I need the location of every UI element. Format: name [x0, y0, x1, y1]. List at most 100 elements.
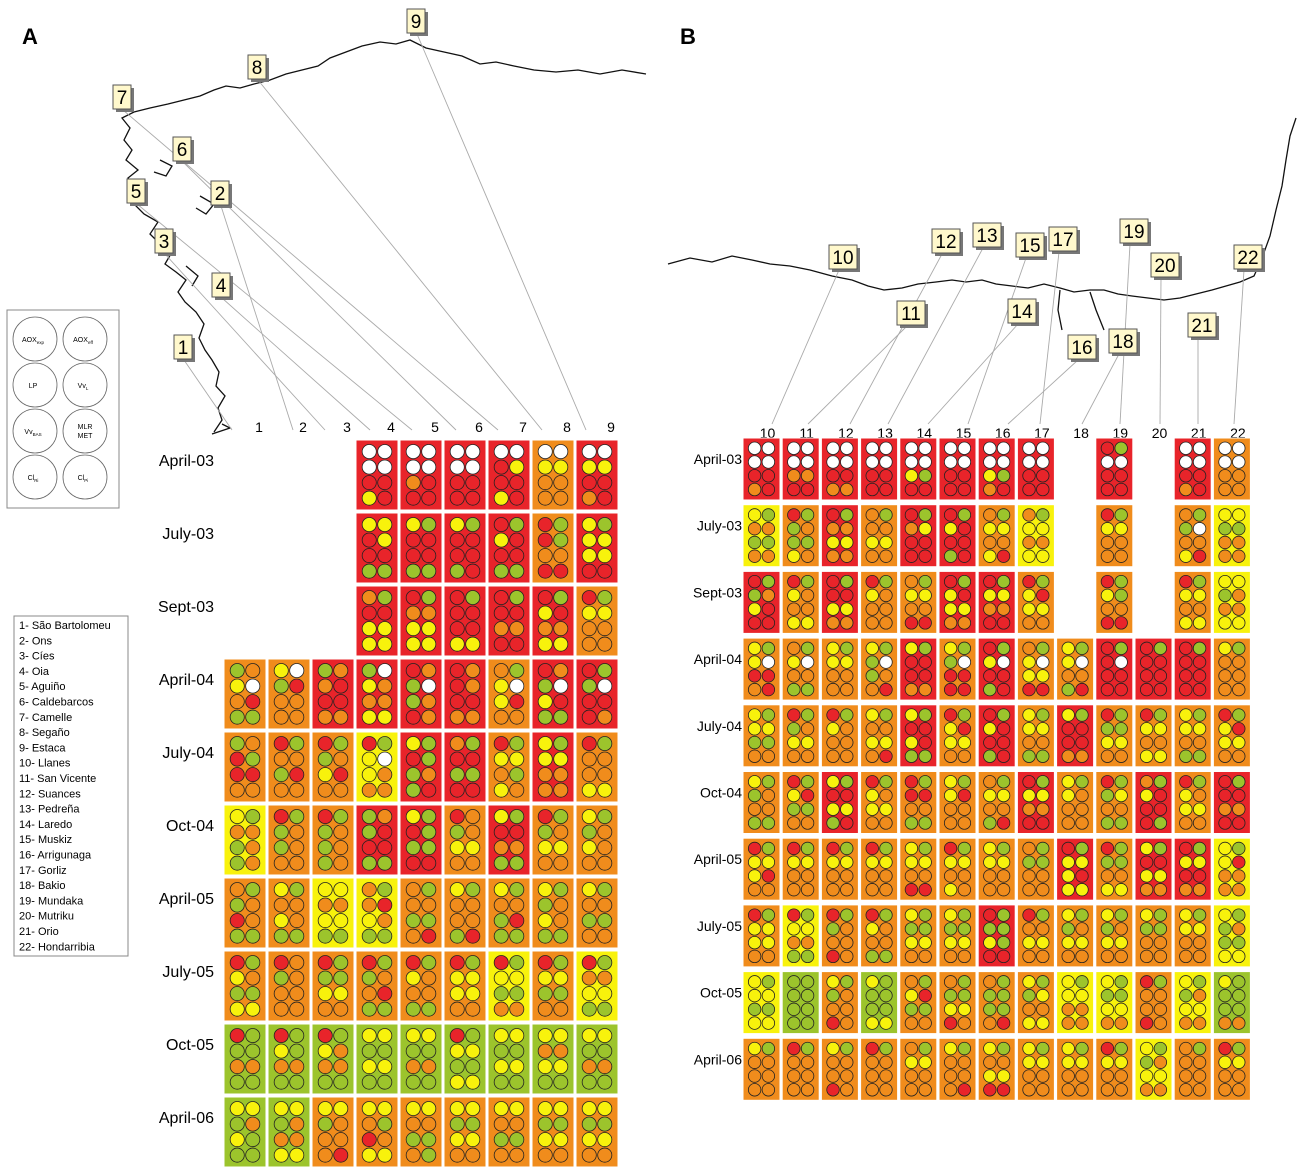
biomarker-dot — [957, 1069, 972, 1083]
cell-8-Oct-05 — [531, 1023, 575, 1095]
biomarker-dot — [1153, 788, 1168, 803]
cell-16-April-03 — [977, 437, 1016, 501]
biomarker-dot — [377, 1132, 393, 1148]
biomarker-dot — [761, 1069, 776, 1083]
biomarker-dot — [943, 749, 958, 763]
biomarker-dot — [865, 788, 879, 803]
biomarker-dot — [1036, 869, 1050, 883]
biomarker-dot — [1179, 441, 1193, 455]
biomarker-dot — [1218, 508, 1232, 522]
biomarker-dot — [840, 655, 854, 669]
biomarker-dot — [865, 616, 879, 630]
biomarker-dot — [317, 824, 333, 840]
biomarker-dot — [1192, 682, 1207, 697]
biomarker-dot — [1022, 616, 1036, 630]
biomarker-dot — [865, 441, 879, 455]
biomarker-dot — [1100, 841, 1115, 856]
biomarker-dot — [465, 605, 481, 621]
biomarker-dot — [509, 897, 525, 913]
biomarker-dot — [421, 590, 437, 606]
biomarker-dot — [493, 928, 509, 944]
biomarker-dot — [229, 1101, 245, 1117]
biomarker-dot — [1075, 935, 1089, 950]
cell-16-April-05 — [977, 837, 1016, 901]
biomarker-dot — [1100, 682, 1115, 697]
cell-5-Oct-04 — [399, 804, 443, 876]
biomarker-dot — [918, 641, 932, 656]
biomarker-dot — [509, 1043, 525, 1059]
biomarker-dot — [421, 1116, 437, 1132]
biomarker-dot — [826, 816, 840, 830]
biomarker-dot — [1114, 616, 1128, 630]
biomarker-dot — [1153, 749, 1168, 763]
biomarker-dot — [1218, 1083, 1232, 1097]
biomarker-dot — [918, 655, 932, 669]
cell-19-Oct-04 — [1095, 771, 1134, 834]
biomarker-dot — [333, 1132, 349, 1148]
biomarker-dot — [1153, 883, 1168, 897]
biomarker-dot — [449, 475, 465, 491]
biomarker-dot — [1232, 869, 1246, 883]
biomarker-dot — [1100, 788, 1115, 803]
biomarker-dot — [581, 605, 597, 621]
biomarker-dot — [361, 767, 377, 783]
cell-22-Oct-04 — [1212, 771, 1251, 834]
cell-10-April-05 — [742, 837, 781, 901]
biomarker-dot — [245, 663, 261, 679]
biomarker-dot — [1153, 935, 1168, 950]
site-list-item: 4- Oia — [19, 666, 50, 678]
biomarker-dot — [1100, 708, 1115, 722]
cell-9-July-03 — [575, 512, 619, 584]
biomarker-dot — [361, 621, 377, 637]
biomarker-dot — [918, 908, 932, 922]
biomarker-dot — [918, 802, 932, 816]
biomarker-dot — [361, 897, 377, 913]
biomarker-dot — [800, 775, 815, 789]
biomarker-dot — [1061, 841, 1075, 856]
biomarker-dot — [800, 1069, 815, 1083]
biomarker-dot — [449, 809, 465, 825]
biomarker-dot — [537, 621, 553, 637]
biomarker-dot — [465, 1001, 481, 1017]
biomarker-dot — [537, 459, 553, 475]
biomarker-dot — [377, 1043, 393, 1059]
biomarker-dot — [865, 816, 879, 830]
biomarker-dot — [449, 955, 465, 971]
biomarker-dot — [581, 809, 597, 825]
biomarker-dot — [449, 459, 465, 475]
biomarker-dot — [421, 809, 437, 825]
biomarker-dot — [761, 1002, 776, 1017]
biomarker-dot — [840, 922, 854, 936]
biomarker-dot — [597, 897, 613, 913]
row-label: Oct-05 — [166, 1037, 214, 1054]
biomarker-dot — [289, 709, 305, 725]
biomarker-dot — [361, 605, 377, 621]
biomarker-dot — [1100, 735, 1115, 750]
cell-12-July-05 — [820, 904, 859, 968]
biomarker-dot — [333, 809, 349, 825]
biomarker-dot — [597, 621, 613, 637]
biomarker-dot — [553, 563, 569, 579]
biomarker-dot — [943, 722, 958, 736]
biomarker-dot — [787, 922, 801, 936]
cell-5-July-05 — [399, 950, 443, 1022]
biomarker-dot — [761, 455, 776, 469]
biomarker-dot — [361, 782, 377, 798]
biomarker-dot — [1061, 788, 1075, 803]
biomarker-dot — [787, 469, 801, 483]
biomarker-dot — [840, 508, 854, 522]
biomarker-dot — [983, 841, 997, 856]
biomarker-dot — [317, 736, 333, 752]
biomarker-dot — [377, 736, 393, 752]
biomarker-dot — [537, 605, 553, 621]
svg-text:19: 19 — [1123, 222, 1144, 243]
biomarker-dot — [800, 1002, 815, 1017]
biomarker-dot — [904, 682, 919, 697]
biomarker-dot — [537, 563, 553, 579]
map-site-label: 20 — [1150, 252, 1182, 280]
biomarker-dot — [449, 444, 465, 460]
biomarker-dot — [289, 736, 305, 752]
biomarker-dot — [421, 1001, 437, 1017]
biomarker-dot — [289, 1074, 305, 1090]
biomarker-dot — [1192, 535, 1207, 550]
